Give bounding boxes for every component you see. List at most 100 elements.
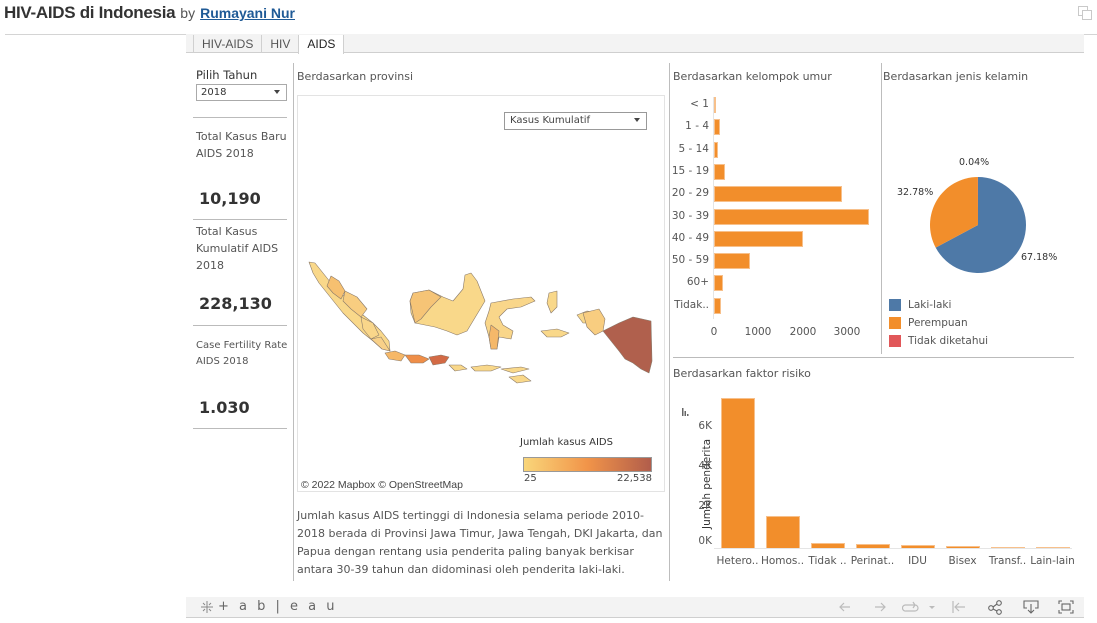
risk-ytick: 6K	[698, 420, 712, 432]
age-xtick: 0	[710, 326, 718, 338]
tab-aids[interactable]: AIDS	[298, 35, 345, 54]
author-link[interactable]: Rumayani Nur	[200, 5, 295, 21]
map-title: Berdasarkan provinsi	[297, 70, 414, 83]
risk-category-label: Bisex	[948, 555, 977, 567]
risk-chart-ylabel: Jumlah penderita	[701, 439, 713, 530]
map-legend-gradient	[523, 457, 652, 472]
risk-bar[interactable]	[855, 544, 890, 548]
download-icon[interactable]	[1022, 599, 1040, 615]
age-category-label: 30 - 39	[671, 209, 709, 222]
age-category-label: 50 - 59	[671, 254, 709, 267]
column-divider	[293, 63, 294, 581]
age-bar[interactable]	[714, 297, 721, 314]
bottom-toolbar	[186, 597, 1084, 618]
risk-category-label: IDU	[908, 555, 927, 567]
age-category-label: 20 - 29	[671, 187, 709, 200]
revert-dropdown-icon[interactable]	[927, 599, 937, 615]
tableau-logo[interactable]: + a b | e a u	[200, 599, 338, 614]
risk-ytick: 0K	[698, 535, 712, 547]
gender-pie-chart[interactable]	[929, 176, 1027, 274]
risk-bar[interactable]	[765, 516, 800, 548]
measure-select-value: Kasus Kumulatif	[510, 115, 591, 126]
measure-select[interactable]: Kasus Kumulatif	[504, 112, 647, 130]
legend-item-laki-laki[interactable]: Laki-laki	[889, 299, 951, 311]
restore-window-icon[interactable]	[1078, 6, 1092, 20]
fullscreen-icon[interactable]	[1057, 599, 1075, 615]
legend-swatch	[889, 299, 901, 311]
dashboard-title: HIV-AIDS di Indonesia	[4, 3, 176, 22]
map-legend-title: Jumlah kasus AIDS	[520, 437, 613, 448]
age-bar[interactable]	[714, 97, 716, 113]
divider	[193, 117, 287, 118]
redo-icon[interactable]	[871, 599, 889, 615]
map-credit[interactable]: © 2022 Mapbox © OpenStreetMap	[301, 479, 463, 491]
kpi-cfr-value: 1.030	[199, 398, 250, 417]
risk-chart-title: Berdasarkan faktor risiko	[673, 367, 811, 380]
risk-bar[interactable]	[720, 398, 755, 548]
legend-item-tidak-diketahui[interactable]: Tidak diketahui	[889, 335, 988, 347]
legend-label: Perempuan	[908, 317, 968, 329]
pie-label-perempuan: 32.78%	[897, 187, 934, 198]
divider	[193, 219, 287, 220]
age-category-label: 15 - 19	[671, 164, 709, 177]
year-select-value: 2018	[201, 87, 227, 98]
kpi-new-cases-value: 10,190	[199, 189, 261, 208]
age-bar[interactable]	[714, 119, 720, 136]
age-xtick: 1000	[744, 326, 772, 338]
row-divider	[673, 357, 1074, 358]
pie-slice-perempuan[interactable]	[930, 177, 978, 248]
pie-label-tidak-diketahui: 0.04%	[959, 157, 990, 168]
risk-category-label: Hetero..	[716, 555, 759, 567]
tab-hiv[interactable]: HIV	[261, 35, 298, 53]
tab-hiv-aids[interactable]: HIV-AIDS	[193, 35, 261, 53]
undo-icon[interactable]	[836, 599, 854, 615]
legend-item-perempuan[interactable]: Perempuan	[889, 317, 968, 329]
age-bar[interactable]	[714, 230, 804, 247]
by-label: by	[180, 5, 196, 21]
province-map[interactable]	[297, 95, 665, 492]
legend-swatch	[889, 335, 901, 347]
map-description: Jumlah kasus AIDS tertinggi di Indonesia…	[297, 509, 663, 576]
risk-category-label: Lain-lain	[1030, 555, 1075, 567]
age-category-label: 1 - 4	[685, 120, 709, 133]
risk-bar[interactable]	[900, 545, 935, 548]
risk-chart-baseline	[714, 548, 1072, 549]
column-divider	[669, 63, 670, 581]
year-select[interactable]: 2018	[196, 84, 287, 101]
revert-icon[interactable]	[902, 599, 920, 615]
age-category-label: < 1	[690, 98, 709, 110]
age-bar[interactable]	[714, 208, 870, 225]
kpi-new-cases-title: Total Kasus Baru AIDS 2018	[196, 130, 287, 160]
map-legend-max: 22,538	[617, 473, 652, 484]
risk-category-label: Transf..	[988, 555, 1027, 567]
risk-bar[interactable]	[1035, 547, 1070, 548]
risk-bar[interactable]	[945, 546, 980, 548]
tableau-wordmark: + a b | e a u	[218, 599, 338, 614]
risk-category-label: Tidak ..	[808, 555, 847, 567]
age-bar[interactable]	[714, 186, 842, 203]
risk-ytick: 4K	[698, 460, 712, 472]
tableau-cross-icon	[201, 600, 213, 613]
age-bar[interactable]	[714, 253, 751, 270]
age-xtick: 2000	[789, 326, 817, 338]
age-chart-axis	[713, 97, 714, 319]
pie-slice-laki-laki[interactable]	[935, 177, 1026, 273]
divider	[193, 325, 287, 326]
chevron-down-icon	[634, 118, 640, 122]
kpi-cumulative-title: Total Kasus Kumulatif AIDS 2018	[196, 225, 279, 272]
sheet-tabs: HIV-AIDS HIV AIDS	[193, 35, 345, 54]
gender-chart-title: Berdasarkan jenis kelamin	[883, 70, 1029, 83]
dashboard-header: HIV-AIDS di Indonesia by Rumayani Nur	[4, 3, 295, 25]
age-bar[interactable]	[714, 163, 726, 180]
reset-icon[interactable]	[950, 599, 968, 615]
risk-bar[interactable]	[810, 543, 845, 548]
age-bar[interactable]	[714, 275, 723, 292]
risk-bar[interactable]	[990, 547, 1025, 548]
age-category-label: 40 - 49	[671, 231, 709, 244]
risk-ytick: 2K	[698, 500, 712, 512]
sort-icon[interactable]	[682, 408, 690, 416]
age-bar[interactable]	[714, 141, 718, 158]
share-icon[interactable]	[987, 599, 1005, 615]
age-category-label: 5 - 14	[678, 142, 709, 155]
indonesia-choropleth[interactable]	[298, 96, 666, 493]
